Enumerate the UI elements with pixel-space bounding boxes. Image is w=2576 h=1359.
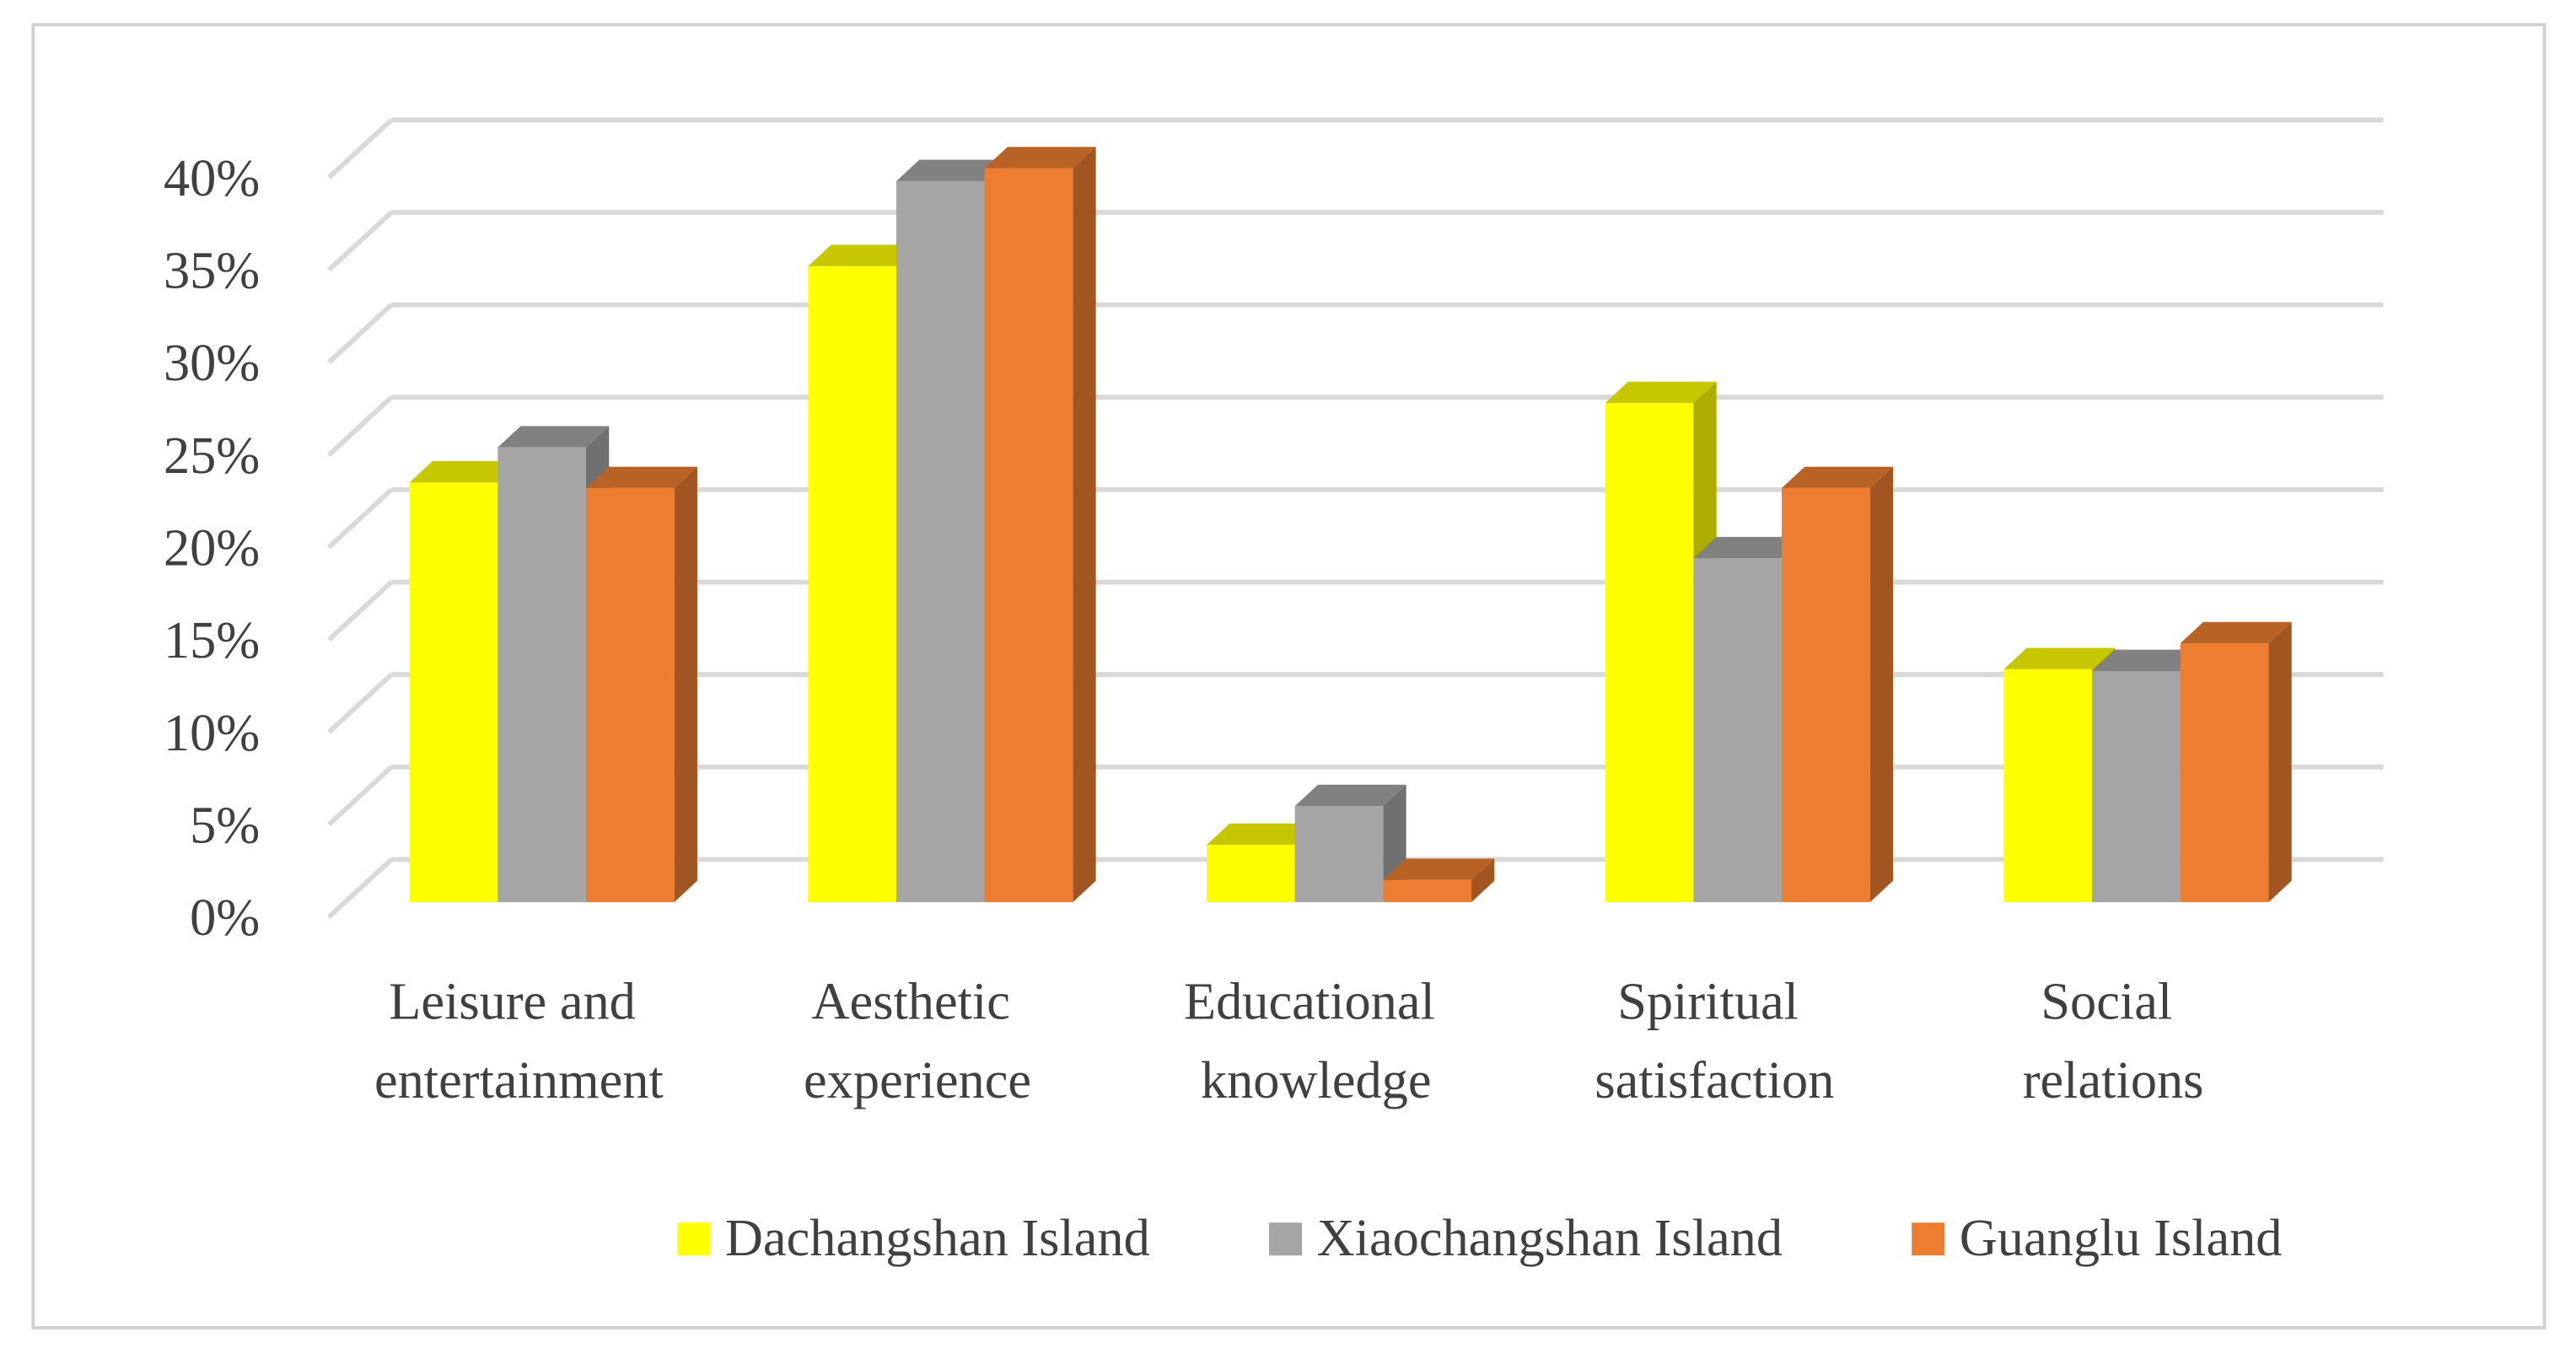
x-tick-label: Spiritual satisfaction [1595, 973, 1834, 1110]
legend-swatch [1912, 1222, 1945, 1256]
legend-swatch [677, 1222, 711, 1256]
y-tick-label: 40% [164, 149, 260, 207]
x-tick-label-line: Spiritual [1617, 973, 1811, 1031]
legend-label: Xiaochangshan Island [1317, 1209, 1783, 1267]
bar-side [1471, 858, 1495, 903]
bar [1383, 879, 1472, 903]
bar-top [497, 426, 610, 448]
y-tick-label: 35% [164, 242, 260, 300]
bar [585, 487, 675, 903]
bar-top [984, 147, 1096, 169]
bar-side [1073, 147, 1096, 903]
x-tick-label: Aesthetic experience [804, 973, 1031, 1110]
y-tick-label: 30% [164, 334, 260, 392]
bar-top [585, 466, 697, 488]
grid-diagonal [327, 210, 394, 272]
grid-diagonal [327, 580, 394, 642]
bar [984, 168, 1073, 903]
bar-top [896, 159, 1008, 181]
x-tick-label-line: relations [2023, 1051, 2204, 1109]
bar-top [2180, 621, 2292, 644]
bar [1605, 403, 1694, 903]
bar-top [409, 460, 521, 483]
bar [2180, 643, 2269, 903]
x-tick-label-line: knowledge [1201, 1051, 1432, 1109]
grid-diagonal [327, 487, 394, 550]
grid-diagonal [327, 118, 394, 180]
x-tick-label-line: entertainment [374, 1051, 664, 1109]
bar-top [1693, 536, 1805, 559]
y-tick-label: 10% [164, 704, 260, 762]
bar [409, 482, 498, 903]
bar-top [1294, 784, 1406, 807]
bar-top [2092, 649, 2204, 672]
bar [2092, 671, 2181, 903]
grid-diagonal [327, 303, 394, 364]
y-tick-label: 15% [164, 611, 260, 669]
bar [1782, 487, 1870, 903]
legend-label: Guanglu Island [1960, 1209, 2283, 1267]
y-tick-label: 25% [164, 427, 260, 485]
y-tick-label: 5% [190, 796, 260, 854]
bar-top [2003, 647, 2116, 669]
legend-swatch [1269, 1222, 1303, 1256]
x-tick-label-line: Aesthetic [812, 973, 1024, 1031]
x-tick-label: Leisure and entertainment [374, 973, 664, 1110]
y-tick-label: 20% [164, 519, 260, 577]
bar-side [2268, 621, 2292, 903]
grid-diagonal [327, 857, 394, 919]
bar [896, 180, 985, 903]
x-tick-label: Educational knowledge [1184, 973, 1448, 1110]
bar [1693, 558, 1783, 903]
grid-diagonal [327, 765, 394, 827]
x-tick-label-line: Social [2041, 973, 2185, 1031]
bar [1294, 806, 1384, 903]
x-tick-label-line: satisfaction [1595, 1051, 1834, 1109]
bar-top [1782, 466, 1894, 488]
bar [2003, 669, 2093, 903]
bar-top [808, 244, 920, 266]
bar [808, 266, 897, 903]
x-tick-label: Social relations [2023, 973, 2204, 1110]
bar-side [1869, 466, 1894, 903]
bar [1207, 845, 1295, 903]
bar [497, 447, 586, 903]
bar-top [1383, 858, 1495, 880]
x-tick-label-line: Educational [1184, 973, 1448, 1031]
bar-side [674, 466, 697, 903]
x-tick-label-line: experience [804, 1051, 1031, 1109]
legend-label: Dachangshan Island [725, 1209, 1150, 1267]
y-tick-label: 0% [190, 889, 260, 947]
bar-top [1605, 381, 1717, 404]
grid-diagonal [327, 673, 394, 734]
grid-diagonal [327, 395, 394, 457]
bar-top [1207, 823, 1318, 846]
x-tick-label-line: Leisure and [389, 973, 648, 1031]
